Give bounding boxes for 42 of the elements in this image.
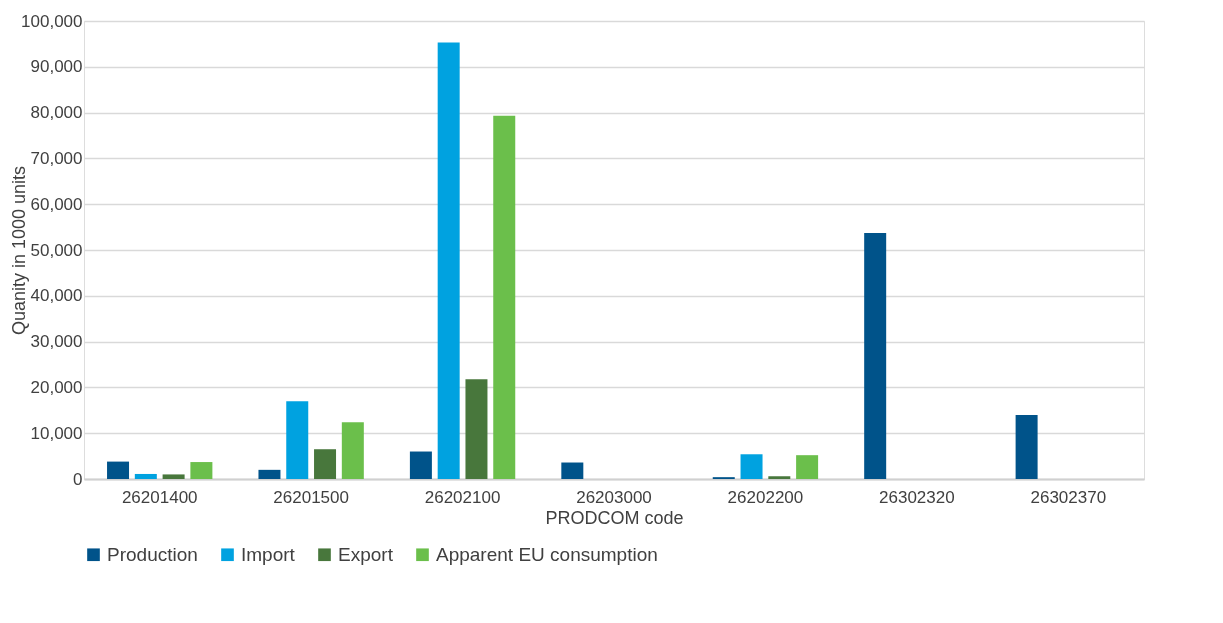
legend-label: Production — [107, 543, 198, 565]
y-tick-label: 90,000 — [30, 57, 83, 77]
x-tick-label: 26203000 — [576, 487, 652, 507]
bar — [341, 422, 364, 479]
bar — [493, 115, 516, 479]
bar — [190, 462, 213, 479]
bar — [162, 474, 185, 479]
bar — [465, 379, 488, 479]
y-tick-label: 60,000 — [30, 194, 83, 214]
y-tick-label: 0 — [73, 469, 83, 489]
y-tick-label: 10,000 — [30, 423, 83, 443]
y-tick-label: 40,000 — [30, 286, 83, 306]
bar — [437, 42, 460, 479]
x-tick-label: 26302370 — [1030, 487, 1107, 507]
y-tick-label: 30,000 — [30, 332, 83, 352]
bar — [107, 461, 130, 479]
bar — [314, 449, 337, 479]
bar — [740, 454, 763, 479]
bar — [1015, 414, 1038, 479]
y-tick-label: 80,000 — [30, 103, 83, 123]
y-axis-title: Quanity in 1000 units — [9, 165, 30, 336]
bar — [796, 455, 819, 479]
bar — [286, 401, 309, 479]
bar — [561, 462, 584, 479]
x-tick-label: 26202100 — [424, 487, 501, 507]
bar — [864, 233, 887, 479]
y-tick-label: 50,000 — [30, 240, 83, 260]
x-tick-label: 26202200 — [727, 487, 804, 507]
legend-label: Apparent EU consumption — [436, 543, 658, 565]
legend-label: Export — [338, 543, 394, 565]
bar — [768, 476, 791, 479]
x-tick-label: 26201500 — [273, 487, 349, 507]
y-tick-label: 70,000 — [30, 148, 83, 168]
y-tick-label: 100,000 — [21, 11, 83, 31]
x-axis-title: PRODCOM code — [545, 507, 684, 528]
x-tick-label: 26201400 — [121, 487, 198, 507]
bar — [409, 451, 432, 479]
x-tick-label: 26302320 — [879, 487, 955, 507]
bar — [258, 469, 281, 479]
y-tick-label: 20,000 — [30, 377, 83, 397]
bar — [134, 473, 157, 479]
legend-label: Import — [241, 543, 296, 565]
